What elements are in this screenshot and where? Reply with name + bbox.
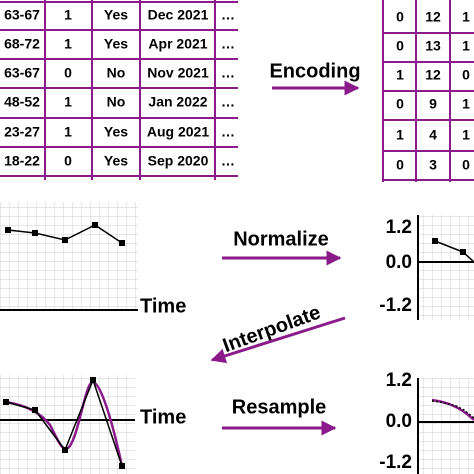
table-cell: Sep 2020 bbox=[148, 153, 209, 169]
point bbox=[432, 238, 438, 244]
table-cell: 0 bbox=[396, 38, 404, 54]
table-cell: 0 bbox=[396, 157, 404, 173]
table-cell: 48-52 bbox=[4, 94, 40, 110]
table-cell: Yes bbox=[104, 124, 128, 140]
table-cell: 1 bbox=[462, 96, 470, 112]
table-cell: 9 bbox=[429, 96, 437, 112]
table-cell: 0 bbox=[64, 153, 72, 169]
y-tick-label: 1.2 bbox=[386, 217, 412, 238]
table-cell: 1 bbox=[64, 7, 72, 23]
y-tick-label: 1.2 bbox=[386, 370, 412, 391]
table-cell: … bbox=[221, 65, 235, 81]
table-cell: 1 bbox=[64, 124, 72, 140]
table-cell: … bbox=[221, 124, 235, 140]
table-cell: … bbox=[221, 36, 235, 52]
points bbox=[5, 222, 125, 246]
plot-grid bbox=[418, 378, 474, 474]
table-cell: 0 bbox=[396, 9, 404, 25]
table-cell: Yes bbox=[104, 7, 128, 23]
table-cell: Jan 2022 bbox=[148, 94, 207, 110]
table-cell: 1 bbox=[396, 67, 404, 83]
arrow bbox=[210, 316, 346, 364]
table-cell: 0 bbox=[64, 65, 72, 81]
table-cell: Apr 2021 bbox=[148, 36, 207, 52]
table-cell: 63-67 bbox=[4, 65, 40, 81]
table-cell: 3 bbox=[429, 157, 437, 173]
table-cell: Yes bbox=[104, 36, 128, 52]
table-cell: Nov 2021 bbox=[147, 65, 209, 81]
table-cell: 1 bbox=[64, 36, 72, 52]
y-tick-label: -1.2 bbox=[379, 295, 412, 316]
table-cell: 0 bbox=[396, 96, 404, 112]
point bbox=[460, 249, 466, 255]
table-cell: … bbox=[221, 7, 235, 23]
step-label: Normalize bbox=[233, 228, 329, 250]
points bbox=[3, 377, 125, 469]
table-cell: Aug 2021 bbox=[147, 124, 209, 140]
left-table-lines bbox=[0, 0, 238, 180]
table-cell: 1 bbox=[462, 9, 470, 25]
y-tick-label: 0.0 bbox=[386, 411, 412, 432]
table-cell: No bbox=[107, 65, 126, 81]
table-cell: No bbox=[107, 94, 126, 110]
x-axis-label: Time bbox=[140, 295, 186, 317]
table-cell: Dec 2021 bbox=[148, 7, 209, 23]
table-cell: 23-27 bbox=[4, 124, 40, 140]
table-cell: … bbox=[221, 94, 235, 110]
interpolated-curve bbox=[5, 380, 124, 467]
table-cell: 18-22 bbox=[4, 153, 40, 169]
table-cell: 12 bbox=[425, 67, 441, 83]
table-cell: 1 bbox=[64, 94, 72, 110]
plot-grid bbox=[0, 375, 135, 474]
table-cell: 0 bbox=[462, 157, 470, 173]
series-line bbox=[431, 400, 474, 419]
table-cell: 68-72 bbox=[4, 36, 40, 52]
step-label: Encoding bbox=[269, 60, 360, 82]
table-cell: 4 bbox=[429, 127, 437, 143]
table-cell: … bbox=[221, 153, 235, 169]
table-cell: 1 bbox=[396, 127, 404, 143]
table-cell: 1 bbox=[462, 38, 470, 54]
plot-grid bbox=[418, 215, 474, 320]
y-tick-label: -1.2 bbox=[379, 452, 412, 473]
right-table-lines bbox=[382, 0, 474, 182]
x-axis-label: Time bbox=[140, 406, 186, 428]
table-cell: Yes bbox=[104, 153, 128, 169]
plot-grid bbox=[0, 202, 138, 310]
table-cell: 63-67 bbox=[4, 7, 40, 23]
table-cell: 1 bbox=[462, 127, 470, 143]
y-tick-label: 0.0 bbox=[386, 252, 412, 273]
table-cell: 13 bbox=[425, 38, 441, 54]
table-cell: 0 bbox=[462, 67, 470, 83]
step-label: Resample bbox=[232, 396, 327, 418]
table-cell: 12 bbox=[425, 9, 441, 25]
